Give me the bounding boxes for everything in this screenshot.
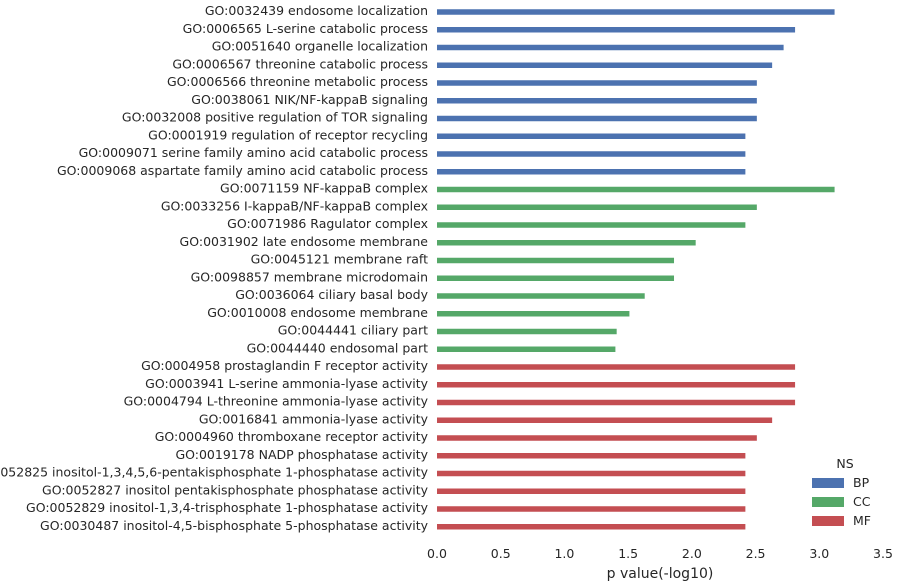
bar — [437, 435, 757, 441]
bar — [437, 115, 757, 122]
legend-swatch — [812, 497, 844, 507]
bar — [437, 44, 784, 51]
category-label: GO:0033256 I-kappaB/NF-kappaB complex — [161, 198, 428, 213]
bar — [437, 293, 645, 299]
bar — [437, 257, 675, 264]
category-label: GO:0004958 prostaglandin F receptor acti… — [141, 358, 429, 373]
bars-layer — [437, 9, 835, 530]
bar — [437, 186, 835, 193]
category-label: GO:0004960 thromboxane receptor activity — [155, 429, 429, 444]
category-label: GO:0006567 threonine catabolic process — [172, 56, 428, 71]
bar — [437, 311, 630, 317]
x-axis-label: p value(-log10) — [607, 566, 714, 582]
legend-swatch — [812, 516, 844, 526]
category-label: GO:0052827 inositol pentakisphosphate ph… — [42, 482, 429, 497]
x-tick-label: 1.0 — [554, 546, 574, 561]
category-label: GO:0016841 ammonia-lyase activity — [199, 411, 429, 426]
legend-label: MF — [853, 513, 871, 528]
bar — [437, 222, 746, 228]
bar — [437, 151, 746, 157]
category-label: GO:0071986 Ragulator complex — [227, 216, 428, 231]
legend-swatch — [812, 478, 844, 488]
bar — [437, 524, 746, 530]
category-label: GO:0036064 ciliary basal body — [235, 287, 428, 302]
category-label: GO:0052825 inositol-1,3,4,5,6-pentakisph… — [0, 465, 429, 480]
category-labels: GO:0032439 endosome localization GO:00065… — [0, 3, 429, 533]
category-label: GO:0071159 NF-kappaB complex — [220, 181, 428, 196]
category-label: GO:0052829 inositol-1,3,4-trisphosphate … — [26, 500, 429, 515]
bar — [437, 470, 746, 477]
x-tick-label: 0.0 — [427, 546, 447, 561]
bar — [437, 133, 746, 139]
bar — [437, 488, 746, 494]
x-tick-label: 3.0 — [809, 546, 829, 561]
category-label: GO:0031902 late endosome membrane — [180, 234, 429, 249]
x-axis: 0.0 0.5 1.0 1.5 2.0 2.5 3.0 3.5 — [427, 546, 893, 561]
category-label: GO:0004794 L-threonine ammonia-lyase act… — [124, 394, 429, 409]
category-label: GO:0030487 inositol-4,5-bisphosphate 5-p… — [40, 518, 429, 533]
category-label: GO:0038061 NIK/NF-kappaB signaling — [191, 92, 428, 107]
bar — [437, 417, 773, 423]
bar — [437, 62, 773, 68]
bar — [437, 275, 675, 281]
category-label: GO:0044441 ciliary part — [278, 323, 428, 338]
category-label: GO:0098857 membrane microdomain — [191, 269, 428, 284]
bar — [437, 27, 796, 33]
bar — [437, 80, 757, 86]
category-label: GO:0051640 organelle localization — [212, 39, 428, 54]
bar — [437, 399, 796, 406]
x-tick-label: 2.0 — [682, 546, 702, 561]
category-label: GO:0006566 threonine metabolic process — [167, 74, 428, 89]
category-label: GO:0032439 endosome localization — [205, 3, 428, 18]
x-tick-label: 3.5 — [873, 546, 893, 561]
bar — [437, 240, 696, 246]
category-label: GO:0006565 L-serine catabolic process — [183, 21, 428, 36]
legend-label: BP — [853, 475, 870, 490]
category-label: GO:0009071 serine family amino acid cata… — [79, 145, 428, 160]
category-label: GO:0032008 positive regulation of TOR si… — [122, 110, 428, 125]
bar — [437, 169, 746, 175]
legend-title: NS — [836, 456, 853, 471]
bar — [437, 328, 617, 335]
category-label: GO:0010008 endosome membrane — [207, 305, 428, 320]
category-label: GO:0001919 regulation of receptor recycl… — [148, 127, 428, 142]
x-tick-label: 1.5 — [618, 546, 638, 561]
x-tick-label: 2.5 — [746, 546, 766, 561]
bar — [437, 346, 616, 352]
category-label: GO:0009068 aspartate family amino acid c… — [57, 163, 428, 178]
legend-label: CC — [853, 494, 871, 509]
bar — [437, 382, 796, 388]
bar — [437, 9, 835, 15]
category-label: GO:0044440 endosomal part — [247, 340, 429, 355]
category-label: GO:0019178 NADP phosphatase activity — [175, 447, 428, 462]
x-tick-label: 0.5 — [491, 546, 511, 561]
bar — [437, 364, 796, 370]
bar — [437, 204, 757, 210]
category-label: GO:0003941 L-serine ammonia-lyase activi… — [145, 376, 428, 391]
bar — [437, 453, 746, 459]
category-label: GO:0045121 membrane raft — [251, 252, 429, 267]
bar — [437, 98, 757, 104]
bar — [437, 506, 746, 512]
